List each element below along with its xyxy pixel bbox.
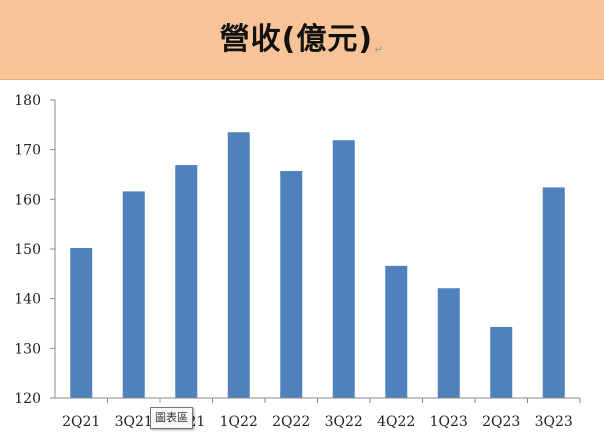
bar-4Q21[interactable] — [175, 165, 198, 398]
bar-2Q21[interactable] — [70, 248, 93, 398]
x-tick-label: 3Q21 — [115, 414, 153, 430]
bar-3Q22[interactable] — [332, 140, 355, 399]
x-tick-label: 1Q22 — [220, 414, 258, 430]
x-tick-label: 2Q21 — [62, 414, 100, 430]
bar-3Q23[interactable] — [542, 187, 565, 398]
x-tick-label: 3Q22 — [325, 414, 363, 430]
bar-1Q23[interactable] — [437, 288, 460, 398]
chart-title-text: 營收(億元) — [219, 22, 374, 57]
y-tick-label: 150 — [14, 242, 41, 258]
title-band — [0, 0, 604, 80]
x-tick-label: 3Q23 — [535, 414, 573, 430]
x-tick-label: 4Q22 — [377, 414, 415, 430]
bar-series — [70, 132, 565, 399]
y-tick-label: 120 — [14, 391, 41, 407]
x-tick-label: 2Q22 — [272, 414, 310, 430]
x-tick-label: 1Q23 — [430, 414, 468, 430]
chart-area-tooltip: 圖表區 — [150, 407, 193, 429]
y-tick-label: 160 — [14, 192, 41, 208]
y-tick-label: 140 — [14, 292, 41, 308]
bar-1Q22[interactable] — [227, 132, 250, 398]
bar-3Q21[interactable] — [122, 191, 145, 398]
y-tick-label: 130 — [14, 341, 41, 357]
bar-4Q22[interactable] — [385, 265, 408, 398]
bar-2Q23[interactable] — [490, 326, 513, 398]
y-tick-label: 180 — [14, 93, 41, 109]
x-tick-label: 2Q23 — [482, 414, 520, 430]
chart-title: 營收(億元)↵ — [0, 0, 604, 80]
y-axis-ticks: 120 130 140 150 160 170 180 — [14, 93, 55, 407]
x-axis-labels: 2Q213Q214Q211Q222Q223Q224Q221Q232Q233Q23 — [62, 398, 581, 430]
paragraph-mark: ↵ — [374, 43, 385, 56]
y-tick-label: 170 — [14, 143, 41, 159]
bar-2Q22[interactable] — [280, 171, 303, 398]
